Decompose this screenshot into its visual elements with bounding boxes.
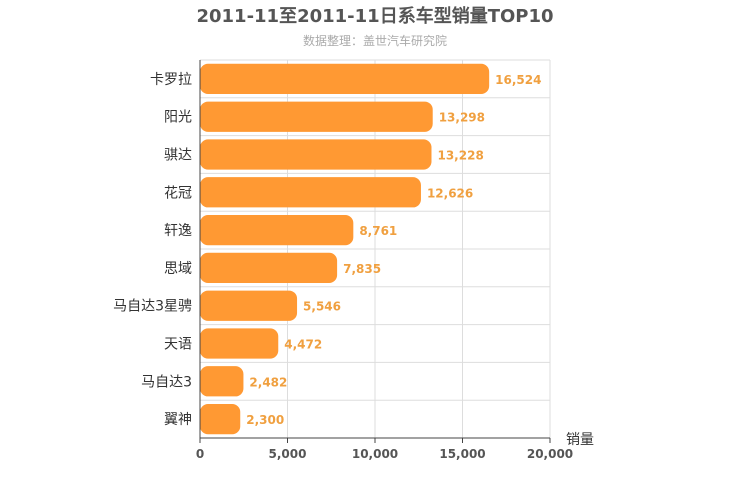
bar bbox=[200, 63, 490, 95]
category-label: 阳光 bbox=[164, 110, 192, 126]
x-tick-label: 0 bbox=[196, 447, 204, 461]
bars: 16,524 13,298 13,228 12,626 8,761 7,835 5,546 4… bbox=[200, 63, 541, 435]
category-label: 天语 bbox=[164, 337, 192, 353]
data-label: 2,482 bbox=[249, 375, 287, 389]
bar bbox=[200, 403, 241, 435]
data-label: 7,835 bbox=[343, 262, 381, 276]
data-label: 2,300 bbox=[246, 413, 284, 427]
x-tick-label: 10,000 bbox=[352, 447, 398, 461]
x-axis-title: 销量 bbox=[566, 432, 594, 448]
category-label: 翼神 bbox=[164, 412, 192, 428]
category-label: 骐达 bbox=[164, 148, 192, 164]
category-label: 轩逸 bbox=[164, 223, 192, 239]
bar bbox=[200, 366, 244, 397]
category-label: 花冠 bbox=[164, 185, 192, 201]
bar bbox=[200, 101, 433, 132]
data-label: 13,298 bbox=[439, 111, 485, 125]
x-tick-label: 15,000 bbox=[439, 447, 485, 461]
x-tick-label: 5,000 bbox=[269, 447, 307, 461]
data-label: 5,546 bbox=[303, 300, 341, 314]
category-label: 马自达3星骋 bbox=[113, 299, 192, 315]
category-label: 马自达3 bbox=[141, 374, 192, 390]
bar bbox=[200, 177, 421, 208]
grid bbox=[200, 59, 551, 439]
bar bbox=[200, 214, 354, 246]
x-tick-label: 20,000 bbox=[527, 447, 573, 461]
chart-title: 2011-11至2011-11日系车型销量TOP10 bbox=[196, 5, 553, 27]
data-label: 16,524 bbox=[495, 73, 541, 87]
data-label: 4,472 bbox=[284, 338, 322, 352]
category-label: 卡罗拉 bbox=[150, 72, 192, 88]
chart-subtitle: 数据整理：盖世汽车研究院 bbox=[303, 33, 447, 48]
bar bbox=[200, 252, 338, 284]
data-label: 13,228 bbox=[437, 149, 483, 163]
category-label: 思域 bbox=[164, 261, 192, 277]
data-label: 8,761 bbox=[359, 224, 397, 238]
bar bbox=[200, 290, 298, 321]
bar bbox=[200, 328, 279, 359]
data-label: 12,626 bbox=[427, 186, 473, 200]
bar bbox=[200, 139, 432, 170]
